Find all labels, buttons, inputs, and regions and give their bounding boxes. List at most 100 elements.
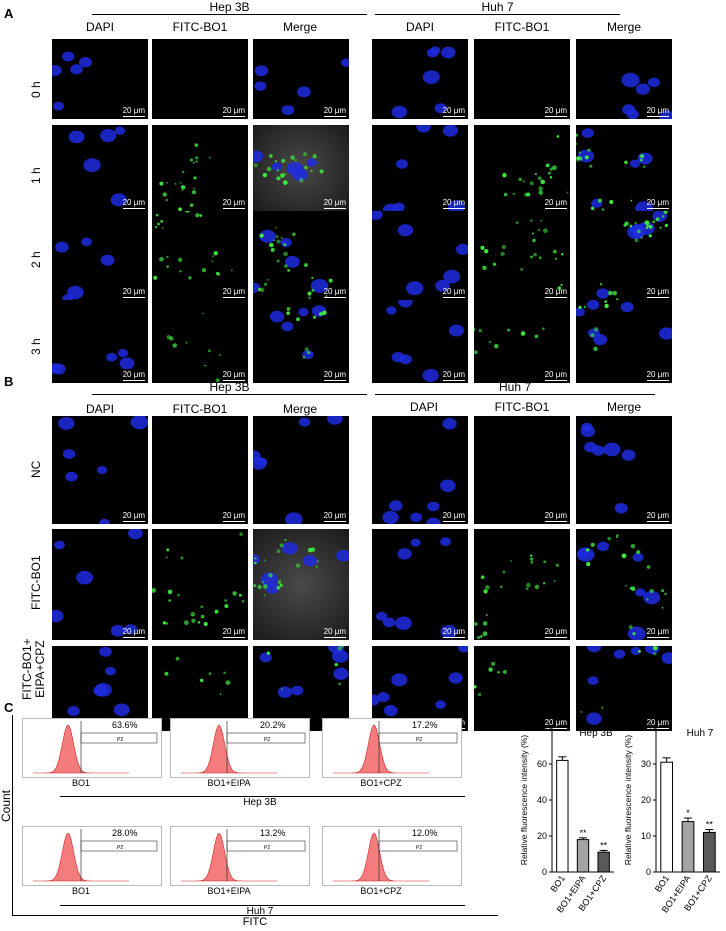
nucleus <box>83 158 101 172</box>
nucleus <box>106 352 118 362</box>
fitc-spot <box>533 252 537 257</box>
fitc-spot <box>561 253 564 256</box>
nucleus <box>395 616 412 630</box>
bar <box>556 759 569 873</box>
y-tick-label: 40 <box>641 723 651 733</box>
fitc-spot <box>263 559 266 562</box>
fitc-spot <box>553 580 556 583</box>
flow-histogram: P2 <box>322 718 462 778</box>
fitc-spot <box>538 190 544 195</box>
fitc-spot <box>624 221 629 226</box>
fitc-spot <box>529 181 534 186</box>
fitc-spot <box>587 148 591 152</box>
scale-bar: 20 μm <box>646 106 669 117</box>
micrograph-merge: 20 μm <box>253 646 349 731</box>
nucleus <box>113 703 130 717</box>
fitc-spot <box>268 573 273 578</box>
fitc-spot <box>340 646 344 648</box>
fitc-spot <box>634 238 639 243</box>
fitc-spot <box>253 584 257 588</box>
histogram-fill <box>333 724 429 774</box>
scale-bar-line <box>544 728 567 729</box>
nucleus <box>576 307 585 317</box>
nucleus <box>298 417 311 427</box>
col-header: Merge <box>606 20 641 34</box>
fitc-spot <box>534 334 539 339</box>
fitc-spot <box>578 156 583 161</box>
fitc-spot <box>483 589 488 594</box>
scale-bar-line <box>646 208 669 209</box>
col-header: FITC-BO1 <box>494 20 550 34</box>
scale-bar-line <box>222 208 245 209</box>
fitc-spot <box>276 585 281 590</box>
nucleus <box>67 705 80 717</box>
scale-bar: 20 μm <box>222 287 245 298</box>
micrograph-dapi: 20 μm <box>372 39 468 119</box>
gate-percent: 63.6% <box>112 720 138 730</box>
scale-bar-line <box>222 637 245 638</box>
panel-b-label: B <box>4 374 14 389</box>
nucleus <box>621 449 636 461</box>
fitc-spot <box>199 678 204 683</box>
scale-bar: 20 μm <box>222 370 245 381</box>
chart-title: Huh 7 <box>687 728 714 739</box>
nucleus <box>99 518 110 524</box>
scale-bar-line <box>323 380 346 381</box>
panel-c-ylabel: Count <box>0 789 13 822</box>
fitc-spot <box>185 211 190 213</box>
fitc-spot <box>215 271 220 276</box>
nucleus <box>253 150 264 163</box>
nucleus <box>397 224 413 237</box>
fitc-spot <box>488 667 493 672</box>
fitc-spot <box>275 235 279 239</box>
fitc-spot <box>604 300 607 303</box>
nucleus <box>391 351 405 363</box>
fitc-spot <box>292 232 296 236</box>
group-title: Hep 3B <box>209 380 250 394</box>
nucleus <box>68 130 85 144</box>
fitc-spot <box>208 156 211 159</box>
nucleus <box>291 685 304 696</box>
gate-percent: 13.2% <box>260 828 286 838</box>
micrograph-dapi: 20 μm <box>372 416 468 524</box>
scale-bar-line <box>646 728 669 729</box>
scale-bar: 20 μm <box>646 370 669 381</box>
scale-bar-line <box>442 637 465 638</box>
fitc-spot <box>311 288 315 292</box>
nucleus <box>303 555 318 567</box>
fitc-spot <box>281 158 286 163</box>
fitc-spot <box>223 671 226 674</box>
nucleus <box>383 705 398 717</box>
panel-c-label: C <box>4 700 14 715</box>
scale-bar: 20 μm <box>323 511 346 522</box>
scale-bar: 20 μm <box>122 511 145 522</box>
row-label: FITC-BO1 <box>29 555 43 610</box>
nucleus <box>52 65 62 76</box>
nucleus <box>621 72 640 88</box>
scale-bar: 20 μm <box>122 287 145 298</box>
bar <box>576 839 590 873</box>
histogram-caption: BO1 <box>71 886 90 896</box>
histogram-caption: BO1+EIPA <box>207 778 251 788</box>
fitc-spot <box>502 172 507 178</box>
fitc-spot <box>484 248 489 254</box>
fitc-spot <box>609 199 614 205</box>
fitc-spot <box>580 710 583 713</box>
fitc-spot <box>195 160 198 163</box>
col-header: DAPI <box>85 402 114 416</box>
fitc-spot <box>194 143 198 147</box>
scale-bar-line <box>122 637 145 638</box>
scale-bar: 20 μm <box>442 198 465 209</box>
scale-bar-line <box>323 116 346 117</box>
scale-bar-line <box>442 116 465 117</box>
fitc-spot <box>480 245 485 250</box>
panel-c-frame <box>12 715 498 916</box>
scale-bar-line <box>323 297 346 298</box>
fitc-spot <box>537 228 541 232</box>
nucleus <box>253 456 267 470</box>
nucleus <box>635 83 650 95</box>
nucleus <box>647 77 660 88</box>
fitc-spot <box>190 611 196 617</box>
nucleus <box>626 109 639 119</box>
scale-bar-line <box>323 208 346 209</box>
